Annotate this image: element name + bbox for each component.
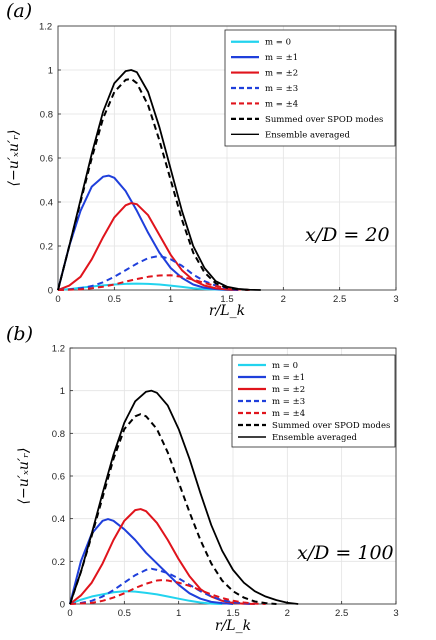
series-line xyxy=(69,579,266,605)
series-line xyxy=(57,69,261,291)
x-tick-label: 3 xyxy=(393,608,398,619)
legend-entry: m = ±1 xyxy=(272,373,305,383)
x-tick-label: 1.5 xyxy=(226,608,239,619)
chart-panel-a: 0 0.5 1 1.5 2 2.5 3 0 0.2 0.4 0.6 0.8 1 1.2 (a) x/D = 2… xyxy=(6,0,399,319)
legend-entry: Summed over SPOD modes xyxy=(272,421,390,431)
series-line xyxy=(57,202,239,291)
panel-label: (b) xyxy=(6,323,33,345)
legend-entry: m = ±2 xyxy=(272,385,305,395)
legend-entry: m = ±1 xyxy=(265,53,298,63)
x-axis-label: r/L_k xyxy=(209,303,245,319)
series-line xyxy=(69,508,255,605)
legend-entry: m = ±3 xyxy=(265,84,298,94)
series-line xyxy=(69,590,223,605)
y-tick-label: 0.6 xyxy=(40,154,53,165)
y-tick-label: 0.4 xyxy=(52,514,65,525)
chart-panel-b: 0 0.5 1 1.5 2 2.5 3 0 0.2 0.4 0.6 0.8 1 1.2 (b) x/D = 1… xyxy=(6,323,399,634)
x-tick-label: 1 xyxy=(168,294,173,305)
y-axis-label: ⟨−u′ₓu′ᵣ⟩ xyxy=(16,448,32,505)
series-line xyxy=(57,254,239,291)
series-line xyxy=(69,389,299,605)
y-axis-label: ⟨−u′ₓu′ᵣ⟩ xyxy=(6,130,22,187)
legend-entry: m = ±3 xyxy=(272,397,305,407)
y-tick-label: 0 xyxy=(48,286,53,297)
y-tick-label: 0.8 xyxy=(40,110,53,121)
x-tick-label: 0 xyxy=(55,294,60,305)
y-tick-label: 1 xyxy=(60,386,65,397)
y-tick-label: 0.6 xyxy=(52,472,65,483)
legend-entry: m = 0 xyxy=(272,361,298,371)
x-tick-label: 2 xyxy=(281,294,286,305)
x-tick-label: 0 xyxy=(67,608,72,619)
legend-entry: m = ±4 xyxy=(265,99,298,109)
y-tick-label: 0.4 xyxy=(40,198,53,209)
y-tick-label: 1 xyxy=(48,66,53,77)
series-line xyxy=(69,413,277,605)
x-tick-label: 2.5 xyxy=(335,608,348,619)
x-tick-label: 0.5 xyxy=(118,608,131,619)
legend-entry: Ensemble averaged xyxy=(272,433,358,443)
y-tick-label: 0.2 xyxy=(52,557,65,568)
x-tick-label: 1 xyxy=(176,608,181,619)
x-tick-label: 1.5 xyxy=(220,294,233,305)
legend-entry: m = ±2 xyxy=(265,69,298,79)
y-tick-label: 0.8 xyxy=(52,429,65,440)
legend: m = 0 m = ±1 m = ±2 m = ±3 m = ±4 Summed over… xyxy=(231,354,396,448)
x-tick-label: 2.5 xyxy=(333,294,346,305)
panel-label: (a) xyxy=(6,0,32,22)
y-tick-label: 1.2 xyxy=(39,22,52,33)
legend: m = 0 m = ±1 m = ±2 m = ±3 m = ±4 Summed over… xyxy=(224,29,396,147)
y-tick-label: 0.2 xyxy=(40,242,53,253)
legend-box xyxy=(231,354,396,448)
legend-entry: m = ±4 xyxy=(272,409,305,419)
legend-entry: Summed over SPOD modes xyxy=(265,115,383,125)
legend-entry: m = 0 xyxy=(265,38,291,48)
legend-entry: Ensemble averaged xyxy=(265,130,351,140)
series-line xyxy=(57,77,250,291)
x-tick-label: 3 xyxy=(393,294,398,305)
y-tick-label: 1.2 xyxy=(52,344,65,355)
series-line xyxy=(57,274,250,291)
y-tick-label: 0 xyxy=(60,600,65,611)
x-tick-label: 2 xyxy=(285,608,290,619)
legend-box xyxy=(224,29,396,147)
panel-annotation: x/D = 20 xyxy=(305,224,390,246)
series-line xyxy=(69,567,255,605)
series-line xyxy=(57,174,239,291)
panel-annotation: x/D = 100 xyxy=(297,542,394,564)
x-axis-label: r/L_k xyxy=(215,618,251,634)
x-tick-label: 0.5 xyxy=(108,294,121,305)
